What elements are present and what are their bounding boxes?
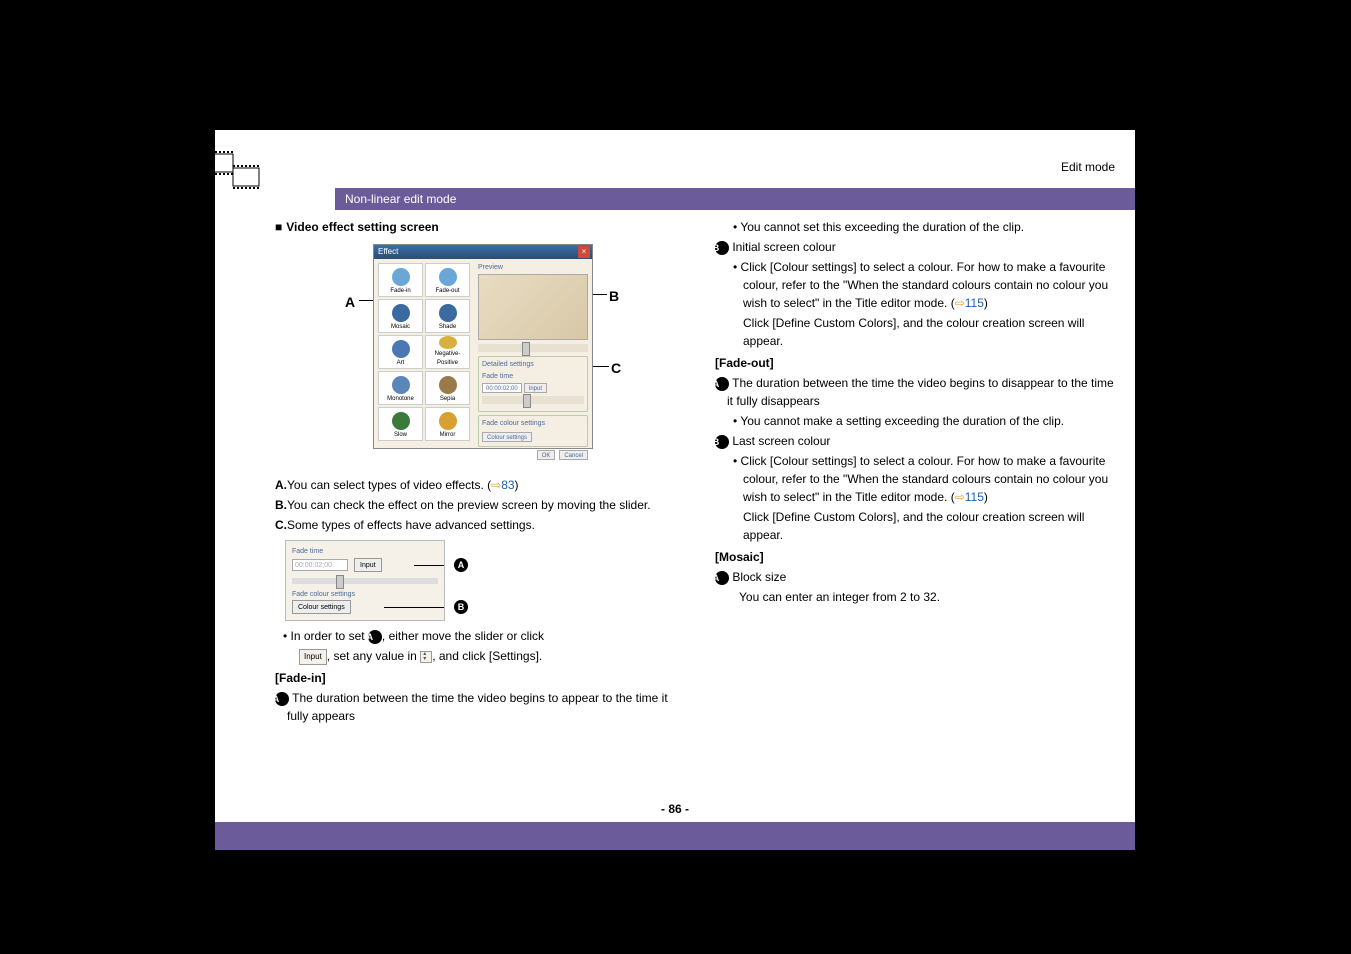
- fadeout-heading: [Fade-out]: [715, 354, 1115, 372]
- sp-top-label: Fade time: [292, 547, 438, 558]
- fadeout-a: A The duration between the time the vide…: [715, 374, 1115, 410]
- left-column: ■Video effect setting screen A B C Effec…: [275, 218, 675, 790]
- callout-a: A: [345, 292, 355, 313]
- fade-color-label: Fade colour settings: [482, 419, 584, 430]
- fadein-circle-a: A: [275, 692, 289, 706]
- instruction-2: Input, set any value in , and click [Set…: [275, 647, 675, 665]
- effect-art[interactable]: Art: [378, 335, 423, 369]
- inline-circle-a: A: [368, 630, 382, 644]
- circle-b: B: [454, 600, 468, 614]
- sp-line-a: [414, 565, 444, 566]
- fadeout-b-sub: • Click [Colour settings] to select a co…: [715, 452, 1115, 506]
- fade-time-input[interactable]: 00:00:02;00: [482, 383, 522, 393]
- page-number: - 86 -: [215, 802, 1135, 816]
- arrow-icon: ⇨: [955, 490, 965, 504]
- link-83[interactable]: 83: [501, 478, 514, 492]
- ok-button[interactable]: OK: [537, 450, 556, 460]
- r-define-custom: Click [Define Custom Colors], and the co…: [715, 314, 1115, 350]
- preview-label: Preview: [478, 263, 588, 274]
- fadein-a: A The duration between the time the vide…: [275, 689, 675, 725]
- dialog-body: Fade-in Fade-out Mosaic Shade Art Negati…: [374, 259, 592, 448]
- sp-line-b: [384, 607, 444, 608]
- r-initial-colour: B Initial screen colour: [715, 238, 1115, 256]
- sp-row-1: 00:00:02;00 Input A: [292, 558, 438, 572]
- sp-slider[interactable]: [292, 578, 438, 584]
- sp-input-button[interactable]: Input: [354, 558, 382, 572]
- effect-mosaic[interactable]: Mosaic: [378, 299, 423, 333]
- arrow-icon: ⇨: [491, 478, 501, 492]
- fade-time-row: Fade time 00:00:02;00 Input: [482, 372, 584, 404]
- mode-bar-label: Non-linear edit mode: [345, 192, 456, 206]
- sp-row-2: Colour settings B: [292, 600, 438, 614]
- mode-bar: Non-linear edit mode: [335, 188, 1135, 210]
- filmstrip-icon: [205, 150, 265, 190]
- link-115[interactable]: 115: [965, 296, 984, 310]
- dialog-right-panel: Preview Detailed settings Fade time 00:0…: [474, 259, 592, 448]
- detail-label: Detailed settings: [482, 360, 584, 371]
- fade-time-label: Fade time: [482, 373, 513, 380]
- colour-settings-button[interactable]: Colour settings: [482, 432, 532, 442]
- advanced-settings-panel: Fade time 00:00:02;00 Input A Fade colou…: [285, 540, 445, 621]
- dialog-illustration: A B C Effect × Fade-in Fade-out M: [315, 244, 635, 464]
- right-column: • You cannot set this exceeding the dura…: [715, 218, 1115, 790]
- dialog-title-text: Effect: [378, 247, 398, 256]
- sp-field[interactable]: 00:00:02;00: [292, 559, 348, 571]
- callout-c: C: [611, 358, 621, 379]
- fadeout-b: B Last screen colour: [715, 432, 1115, 450]
- mosaic-a: A Block size: [715, 568, 1115, 586]
- preview-slider[interactable]: [478, 344, 588, 352]
- sp-color-button[interactable]: Colour settings: [292, 600, 351, 614]
- advanced-panel-wrap: Fade time 00:00:02;00 Input A Fade colou…: [275, 540, 675, 621]
- bullet-square-icon: ■: [275, 218, 282, 236]
- fadein-heading: [Fade-in]: [275, 669, 675, 687]
- fadeout-a-sub: • You cannot make a setting exceeding th…: [715, 412, 1115, 430]
- fade-color-group: Fade colour settings Colour settings: [478, 415, 588, 447]
- effect-fadeout[interactable]: Fade-out: [425, 263, 470, 297]
- mosaic-heading: [Mosaic]: [715, 548, 1115, 566]
- fadeout-b-define: Click [Define Custom Colors], and the co…: [715, 508, 1115, 544]
- circle-a: A: [454, 558, 468, 572]
- list-item-b: B.You can check the effect on the previe…: [275, 496, 675, 514]
- effect-shade[interactable]: Shade: [425, 299, 470, 333]
- section-title: ■Video effect setting screen: [275, 218, 675, 236]
- bottom-bar: [215, 822, 1135, 850]
- header-mode-label: Edit mode: [1061, 160, 1115, 174]
- link-115-2[interactable]: 115: [965, 490, 984, 504]
- effect-slow[interactable]: Slow: [378, 407, 423, 441]
- list-item-c: C.Some types of effects have advanced se…: [275, 516, 675, 534]
- effect-negpos[interactable]: Negative-Positive: [425, 335, 470, 369]
- dialog-titlebar: Effect ×: [374, 245, 592, 259]
- inline-input-icon: Input: [299, 649, 327, 665]
- mo-circle-a: A: [715, 571, 729, 585]
- r-circle-b: B: [715, 241, 729, 255]
- effect-mirror[interactable]: Mirror: [425, 407, 470, 441]
- fo-circle-b: B: [715, 435, 729, 449]
- dialog-buttons: OK Cancel: [478, 450, 588, 462]
- effect-grid: Fade-in Fade-out Mosaic Shade Art Negati…: [374, 259, 474, 448]
- fade-time-slider[interactable]: [482, 396, 584, 404]
- cancel-button[interactable]: Cancel: [559, 450, 588, 460]
- mosaic-a-sub: You can enter an integer from 2 to 32.: [715, 588, 1115, 606]
- content-area: ■Video effect setting screen A B C Effec…: [275, 218, 1115, 790]
- spinner-icon: [420, 651, 432, 663]
- arrow-icon: ⇨: [955, 296, 965, 310]
- r-clip-note: • You cannot set this exceeding the dura…: [715, 218, 1115, 236]
- detail-settings-group: Detailed settings Fade time 00:00:02;00 …: [478, 356, 588, 413]
- document-page: Edit mode Non-linear edit mode ■Video ef…: [215, 130, 1135, 850]
- effect-fadein[interactable]: Fade-in: [378, 263, 423, 297]
- close-icon[interactable]: ×: [578, 246, 590, 258]
- r-initial-colour-sub: • Click [Colour settings] to select a co…: [715, 258, 1115, 312]
- effect-dialog: Effect × Fade-in Fade-out Mosaic Shade A…: [373, 244, 593, 449]
- fo-circle-a: A: [715, 377, 729, 391]
- callout-b: B: [609, 286, 619, 307]
- sp-row-slider: [292, 578, 438, 584]
- effect-sepia[interactable]: Sepia: [425, 371, 470, 405]
- input-button[interactable]: Input: [524, 383, 547, 393]
- preview-box: [478, 274, 588, 340]
- effect-monotone[interactable]: Monotone: [378, 371, 423, 405]
- instruction-1: • In order to set A, either move the sli…: [275, 627, 675, 645]
- sp-bottom-label: Fade colour settings: [292, 590, 438, 601]
- list-item-a: A.You can select types of video effects.…: [275, 476, 675, 494]
